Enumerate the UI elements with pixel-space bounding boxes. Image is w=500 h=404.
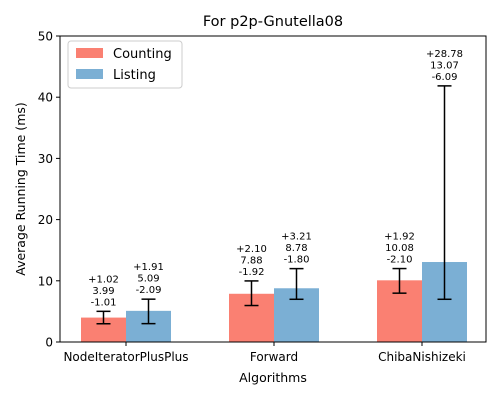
annotation-counting-1-1: 7.88 bbox=[240, 255, 262, 266]
annotation-listing-2-0: +28.78 bbox=[426, 49, 463, 60]
y-tick-label-0: 0 bbox=[45, 336, 53, 350]
x-tick-label-0: NodeIteratorPlusPlus bbox=[63, 350, 188, 364]
y-tick-label-3: 30 bbox=[38, 152, 53, 166]
x-axis-label: Algorithms bbox=[239, 370, 307, 385]
y-tick-label-2: 20 bbox=[38, 213, 53, 227]
annotation-listing-1-2: -1.80 bbox=[284, 255, 310, 266]
annotation-counting-0-1: 3.99 bbox=[92, 286, 114, 297]
chart-title: For p2p-Gnutella08 bbox=[203, 14, 343, 30]
annotation-listing-2-1: 13.07 bbox=[430, 60, 459, 71]
errorbars-layer bbox=[96, 85, 452, 325]
y-tick-label-5: 50 bbox=[38, 30, 53, 44]
axes-layer: 0 10 20 30 40 50 NodeIteratorPlusPlus Forward Ch… bbox=[38, 30, 487, 364]
annotation-listing-0-0: +1.91 bbox=[133, 262, 164, 273]
annotation-counting-2-2: -2.10 bbox=[387, 255, 413, 266]
plot-frame bbox=[59, 35, 487, 343]
y-axis-label: Average Running Time (ms) bbox=[13, 102, 28, 276]
annotation-counting-2-0: +1.92 bbox=[384, 232, 415, 243]
annotation-listing-0-1: 5.09 bbox=[137, 274, 159, 285]
annotation-listing-2-2: -6.09 bbox=[432, 72, 458, 83]
annotation-listing-0-2: -2.09 bbox=[136, 285, 162, 296]
y-tick-label-1: 10 bbox=[38, 274, 53, 288]
legend-label-listing: Listing bbox=[113, 68, 156, 83]
annotation-counting-1-0: +2.10 bbox=[236, 244, 267, 255]
annotation-counting-2-1: 10.08 bbox=[385, 243, 414, 254]
annotation-counting-1-2: -1.92 bbox=[239, 267, 265, 278]
x-tick-label-2: ChibaNishizeki bbox=[378, 350, 466, 364]
legend-swatch-counting bbox=[76, 48, 103, 58]
annotations-layer: +1.023.99-1.01+2.107.88-1.92+1.9210.08-2… bbox=[88, 49, 463, 308]
legend-swatch-listing bbox=[76, 69, 103, 79]
annotation-listing-1-0: +3.21 bbox=[281, 232, 312, 243]
x-tick-label-1: Forward bbox=[250, 350, 298, 364]
legend-label-counting: Counting bbox=[113, 47, 172, 62]
annotation-counting-0-2: -1.01 bbox=[91, 297, 117, 308]
annotation-counting-0-0: +1.02 bbox=[88, 274, 119, 285]
y-tick-label-4: 40 bbox=[38, 91, 53, 105]
annotation-listing-1-1: 8.78 bbox=[285, 243, 307, 254]
legend: Counting Listing bbox=[67, 40, 183, 89]
